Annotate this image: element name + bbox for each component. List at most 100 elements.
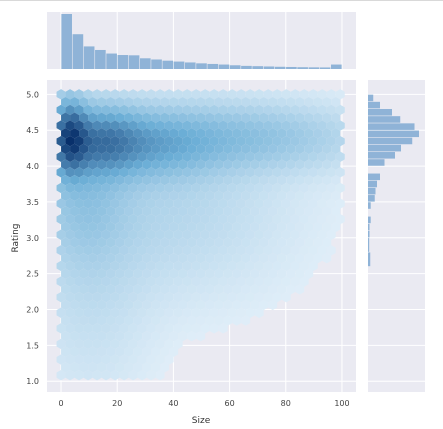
hexbin-cell [313, 96, 323, 108]
hexbin-cell [146, 104, 156, 116]
hexbin-cell [254, 245, 264, 256]
hexbin-cell [164, 260, 174, 272]
hexbin-cell [65, 213, 75, 225]
hexbin-cell [214, 190, 224, 201]
hexbin-cell [281, 276, 291, 287]
hexbin-cell [169, 237, 179, 248]
hexbin-cell [317, 89, 327, 100]
hexbin-cell [119, 369, 129, 381]
hexbin-cell [218, 182, 228, 194]
hexbin-cell [178, 159, 188, 170]
hexbin-cell [142, 96, 152, 108]
hexbin-cell [223, 143, 233, 155]
hexbin-cell [268, 237, 278, 248]
marginal-y-bar [368, 187, 376, 195]
hexbin-cell [97, 252, 107, 264]
hexbin-cell [173, 104, 183, 116]
hexbin-cell [223, 128, 233, 139]
hexbin-cell [308, 229, 318, 240]
marginal-y-bar [368, 116, 401, 123]
hexbin-cell [259, 112, 269, 123]
hexbin-cell [290, 260, 300, 272]
hexbin-cell [182, 245, 192, 256]
hexbin-cell [56, 198, 66, 209]
hexbin-cell [169, 206, 179, 217]
hexbin-cell [259, 159, 269, 170]
hexbin-cell [119, 182, 129, 194]
hexbin-cell [74, 151, 84, 162]
hexbin-cell [155, 354, 165, 365]
marginal-x-bar [196, 63, 207, 69]
hexbin-cell [128, 213, 138, 225]
hexbin-cell [124, 268, 134, 279]
hexbin-cell [205, 221, 215, 233]
hexbin-cell [56, 323, 66, 334]
hexbin-cell [218, 260, 228, 272]
x-tick-label: 80 [281, 399, 291, 408]
hexbin-cell [241, 315, 251, 326]
hexbin-cell [142, 190, 152, 201]
hexbin-cell [83, 89, 93, 100]
hexbin-cell [290, 120, 300, 131]
hexbin-cell [322, 206, 332, 217]
hexbin-cell [160, 221, 170, 233]
hexbin-cell [88, 128, 98, 139]
hexbin-cell [223, 268, 233, 279]
hexbin-cell [299, 276, 309, 287]
hexbin-cell [110, 338, 120, 350]
hexbin-cell [281, 120, 291, 131]
hexbin-cell [182, 276, 192, 287]
hexbin-cell [65, 260, 75, 272]
hexbin-cell [92, 135, 102, 147]
hexbin-cell [65, 338, 75, 350]
hexbin-cell [160, 315, 170, 326]
hexbin-cell [70, 221, 80, 233]
hexbin-cell [70, 284, 80, 295]
hexbin-cell [146, 245, 156, 256]
hexbin-cell [124, 190, 134, 201]
hexbin-cell [232, 96, 242, 108]
hexbin-cell [128, 354, 138, 365]
hexbin-cell [56, 182, 66, 194]
hexbin-cell [110, 354, 120, 365]
hexbin-cell [205, 284, 215, 295]
hexbin-cell [295, 252, 305, 264]
hexbin-cell [250, 190, 260, 201]
marginal-x-bar [241, 65, 252, 69]
hexbin-cell [304, 221, 314, 233]
hexbin-cell [214, 206, 224, 217]
hexbin-cell [178, 112, 188, 123]
hexbin-cell [259, 237, 269, 248]
hexbin-cell [61, 128, 71, 139]
hexbin-cell [200, 135, 210, 147]
marginal-y-bar [368, 123, 415, 130]
hexbin-cell [223, 174, 233, 186]
marginal-y-bar [368, 137, 413, 145]
hexbin-cell [272, 167, 282, 178]
hexbin-cell [187, 330, 197, 342]
hexbin-cell [241, 143, 251, 155]
hexbin-cell [209, 182, 219, 194]
hexbin-cell [209, 120, 219, 131]
hexbin-cell [191, 120, 201, 131]
hexbin-cell [182, 104, 192, 116]
hexbin-cell [187, 174, 197, 186]
hexbin-cell [115, 143, 125, 155]
hexbin-cell [115, 221, 125, 233]
hexbin-cell [223, 112, 233, 123]
hexbin-cell [128, 104, 138, 116]
hexbin-cell [146, 182, 156, 194]
x-tick-label: 20 [112, 399, 122, 408]
hexbin-cell [241, 221, 251, 233]
hexbin-cell [250, 96, 260, 108]
hexbin-cell [74, 135, 84, 147]
hexbin-cell [218, 120, 228, 131]
hexbin-cell [263, 291, 273, 303]
hexbin-cell [133, 174, 143, 186]
hexbin-cell [106, 237, 116, 248]
hexbin-cell [169, 96, 179, 108]
hexbin-cell [83, 151, 93, 162]
marginal-x-histogram [47, 12, 356, 69]
hexbin-cell [101, 104, 111, 116]
hexbin-cell [83, 307, 93, 318]
